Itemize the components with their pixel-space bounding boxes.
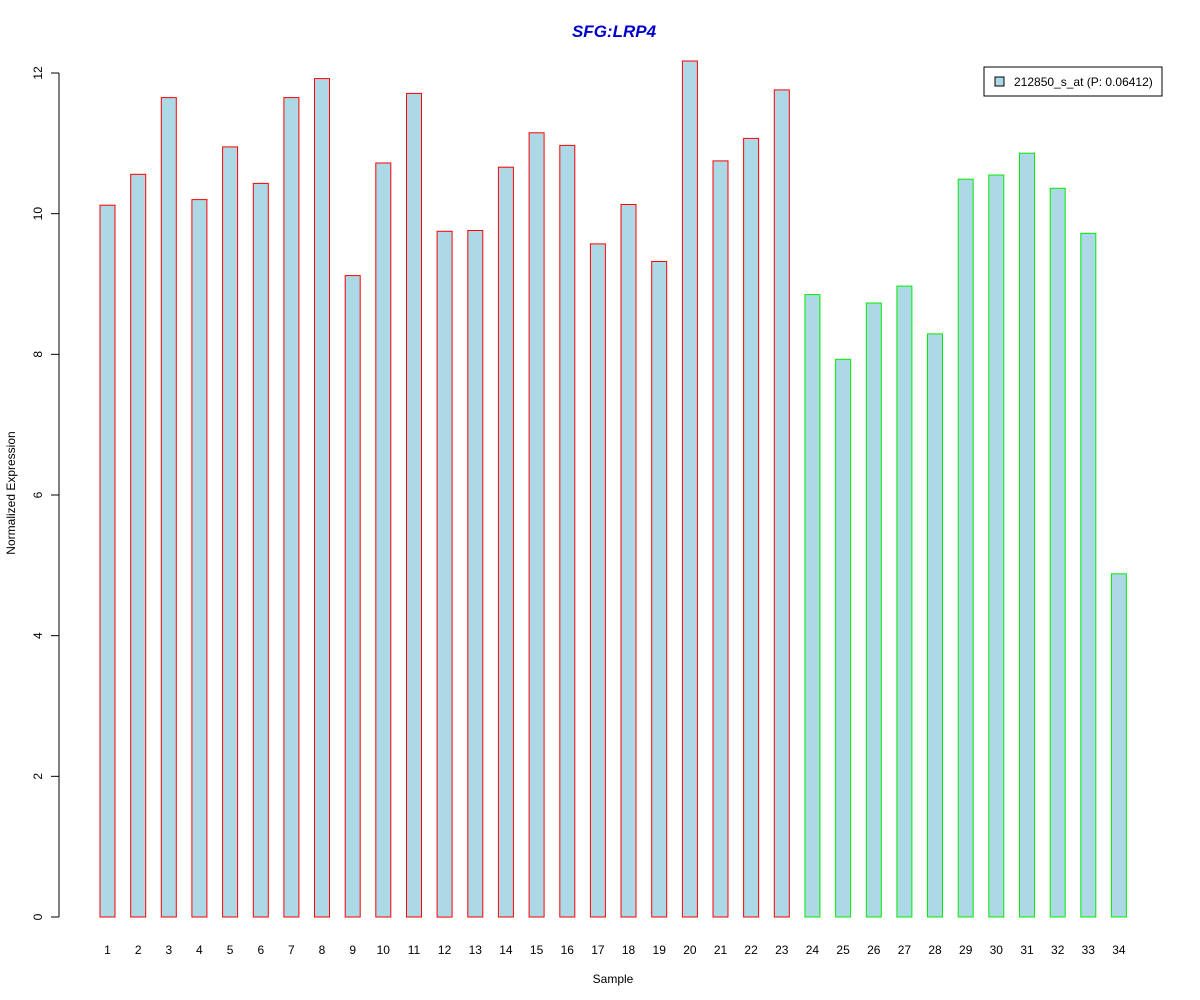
x-tick-label: 14 xyxy=(499,943,513,957)
x-tick-label: 10 xyxy=(377,943,391,957)
x-axis-label: Sample xyxy=(593,972,634,986)
x-tick-label: 19 xyxy=(653,943,667,957)
x-tick-label: 15 xyxy=(530,943,544,957)
bar-sample-16 xyxy=(559,144,576,918)
bar-sample-15 xyxy=(528,132,545,918)
bar-sample-2 xyxy=(130,173,147,918)
x-tick-label: 20 xyxy=(683,943,697,957)
bar-sample-34 xyxy=(1110,573,1127,918)
legend-entry-label: 212850_s_at (P: 0.06412) xyxy=(1014,75,1153,89)
x-tick-label: 8 xyxy=(319,943,326,957)
x-tick-label: 3 xyxy=(165,943,172,957)
x-tick-label: 1 xyxy=(104,943,111,957)
x-tick-label: 22 xyxy=(744,943,758,957)
bar-sample-17 xyxy=(589,243,606,918)
bar-sample-28 xyxy=(927,333,943,918)
bar-sample-8 xyxy=(314,78,330,918)
x-tick-label: 32 xyxy=(1051,943,1065,957)
bar-sample-1 xyxy=(99,204,116,918)
x-tick-label: 27 xyxy=(898,943,912,957)
bar-sample-21 xyxy=(712,160,729,918)
bar-sample-31 xyxy=(1019,152,1035,918)
bar-sample-13 xyxy=(467,230,484,918)
legend: 212850_s_at (P: 0.06412) xyxy=(983,66,1163,97)
chart-title: SFG:LRP4 xyxy=(572,22,657,41)
x-tick-label: 31 xyxy=(1020,943,1034,957)
legend-box xyxy=(983,66,1163,97)
bar-sample-3 xyxy=(160,97,177,918)
x-tick-label: 4 xyxy=(196,943,203,957)
y-tick-label: 2 xyxy=(31,773,45,780)
bar-sample-6 xyxy=(252,182,269,918)
bar-sample-33 xyxy=(1080,232,1097,918)
y-tick-label: 4 xyxy=(31,632,45,639)
x-tick-label: 7 xyxy=(288,943,295,957)
x-tick-label: 13 xyxy=(469,943,483,957)
bar-sample-20 xyxy=(681,60,698,918)
bar-sample-30 xyxy=(988,174,1005,918)
y-tick-label: 8 xyxy=(31,351,45,358)
x-tick-label: 26 xyxy=(867,943,881,957)
bar-sample-29 xyxy=(957,178,974,918)
x-tick-label: 30 xyxy=(990,943,1004,957)
bar-sample-32 xyxy=(1049,187,1066,918)
x-tick-label: 11 xyxy=(408,943,421,957)
x-tick-label: 29 xyxy=(959,943,973,957)
y-tick-label: 10 xyxy=(31,207,45,221)
bars xyxy=(99,60,1127,918)
x-tick-label: 28 xyxy=(928,943,942,957)
bar-sample-23 xyxy=(773,89,790,918)
x-tick-label: 24 xyxy=(806,943,820,957)
bar-sample-19 xyxy=(651,261,668,918)
bar-sample-26 xyxy=(865,302,882,918)
x-tick-label: 34 xyxy=(1112,943,1126,957)
y-tick-label: 0 xyxy=(31,913,45,920)
x-tick-label: 6 xyxy=(257,943,264,957)
bar-sample-9 xyxy=(344,275,361,918)
bar-sample-18 xyxy=(620,204,637,918)
x-tick-label: 5 xyxy=(227,943,234,957)
x-tick-label: 25 xyxy=(836,943,850,957)
x-tick-label: 23 xyxy=(775,943,789,957)
x-tick-label: 33 xyxy=(1082,943,1096,957)
x-tick-label: 12 xyxy=(438,943,452,957)
x-tick-label: 16 xyxy=(561,943,575,957)
x-tick-labels: 1 2 3 4 5 6 7 8 9 10 11 12 13 14 15 16 17 18 19 20 21 22 23 24 2… xyxy=(104,943,1126,957)
legend-swatch xyxy=(994,76,1005,87)
bar-sample-27 xyxy=(896,285,913,918)
bar-sample-25 xyxy=(835,358,852,918)
bar-sample-11 xyxy=(406,92,422,918)
x-tick-label: 9 xyxy=(349,943,356,957)
bar-sample-12 xyxy=(436,230,453,918)
y-tick-label: 12 xyxy=(31,66,45,80)
y-axis-label: Normalized Expression xyxy=(4,431,18,554)
x-tick-label: 17 xyxy=(591,943,605,957)
bar-sample-5 xyxy=(222,146,239,918)
bar-sample-7 xyxy=(283,97,300,918)
bar-sample-10 xyxy=(375,162,392,918)
y-axis: 0 2 4 6 8 10 12 xyxy=(31,66,60,920)
bar-sample-24 xyxy=(804,294,821,918)
bar-sample-22 xyxy=(743,137,760,918)
x-tick-label: 2 xyxy=(135,943,142,957)
x-tick-label: 21 xyxy=(714,943,728,957)
bar-sample-14 xyxy=(497,166,514,918)
x-tick-label: 18 xyxy=(622,943,636,957)
y-tick-label: 6 xyxy=(31,491,45,498)
bar-sample-4 xyxy=(191,199,208,918)
